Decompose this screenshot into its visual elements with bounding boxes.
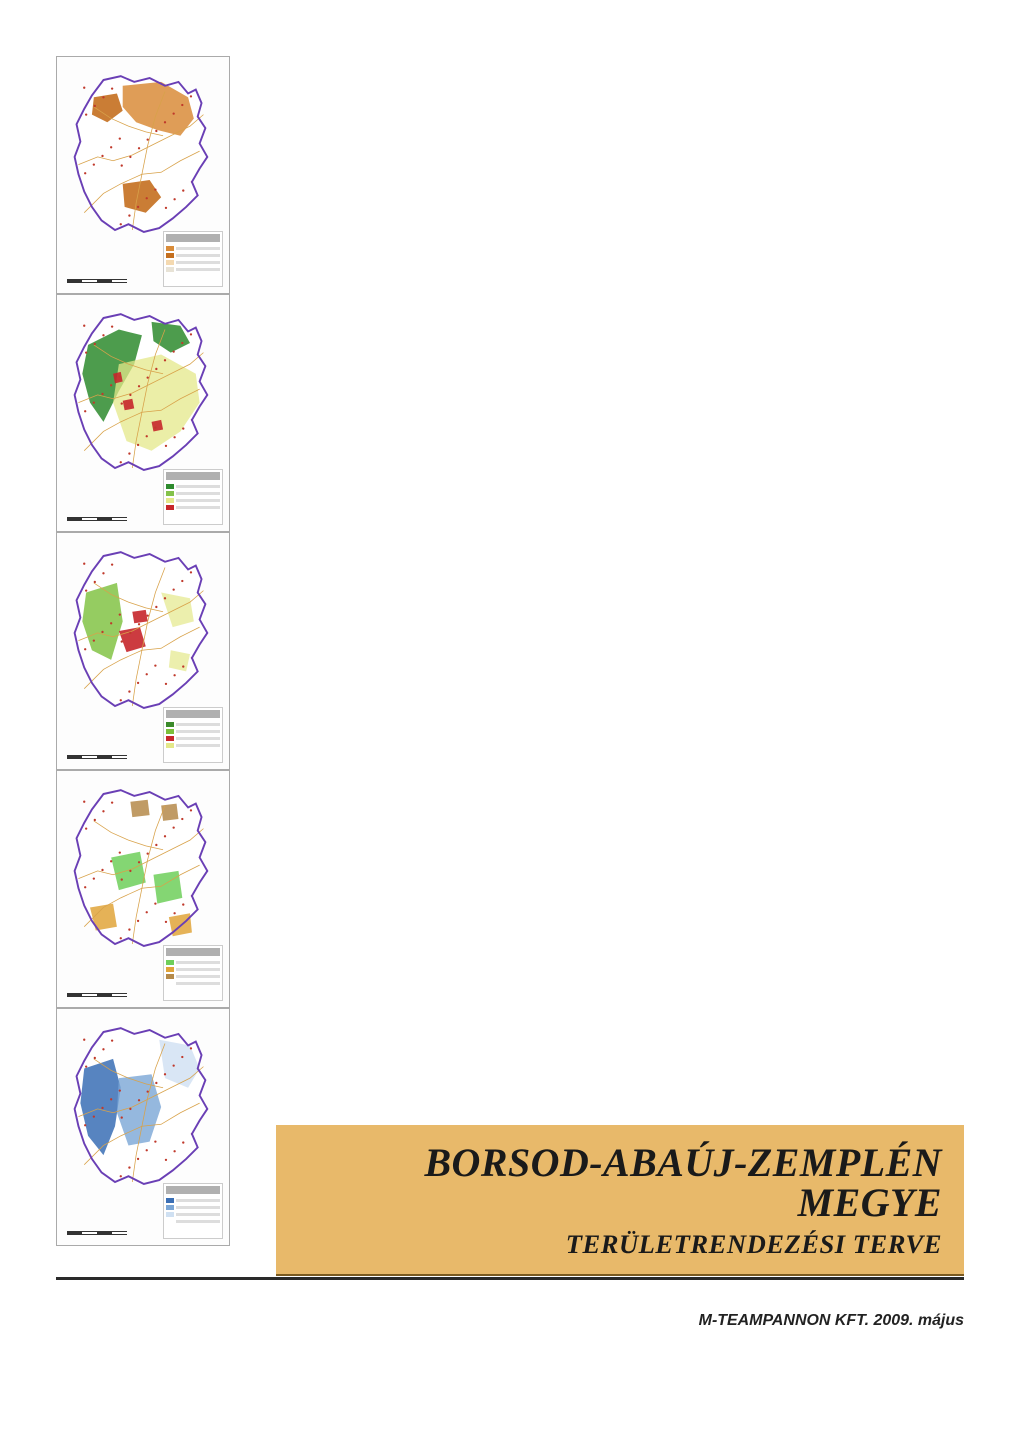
title-band: BORSOD-ABAÚJ-ZEMPLÉN MEGYE TERÜLETRENDEZ… [276, 1125, 964, 1276]
main-title: BORSOD-ABAÚJ-ZEMPLÉN MEGYE [298, 1143, 942, 1223]
map-5-water-protection [56, 1008, 230, 1246]
legend-box [163, 707, 223, 763]
scale-bar [67, 993, 127, 999]
map-shape [65, 779, 215, 959]
map-3-ecological-network [56, 532, 230, 770]
title-block: BORSOD-ABAÚJ-ZEMPLÉN MEGYE TERÜLETRENDEZ… [276, 1125, 964, 1276]
map-4-landscape-protection [56, 770, 230, 1008]
legend-box [163, 231, 223, 287]
legend-box [163, 1183, 223, 1239]
map-2-landuse-forests [56, 294, 230, 532]
legend-box [163, 469, 223, 525]
scale-bar [67, 279, 127, 285]
scale-bar [67, 755, 127, 761]
footer-credit: M-TEAMPANNON KFT. 2009. május [699, 1312, 964, 1330]
sub-title: TERÜLETRENDEZÉSI TERVE [298, 1229, 942, 1260]
map-shape [65, 65, 215, 245]
bottom-rule [56, 1277, 964, 1280]
legend-box [163, 945, 223, 1001]
scale-bar [67, 1231, 127, 1237]
scale-bar [67, 517, 127, 523]
map-shape [65, 303, 215, 483]
map-shape [65, 541, 215, 721]
map-1-protected-areas [56, 56, 230, 294]
page-container: BORSOD-ABAÚJ-ZEMPLÉN MEGYE TERÜLETRENDEZ… [56, 56, 964, 1386]
map-shape [65, 1017, 215, 1197]
maps-column [56, 56, 230, 1246]
